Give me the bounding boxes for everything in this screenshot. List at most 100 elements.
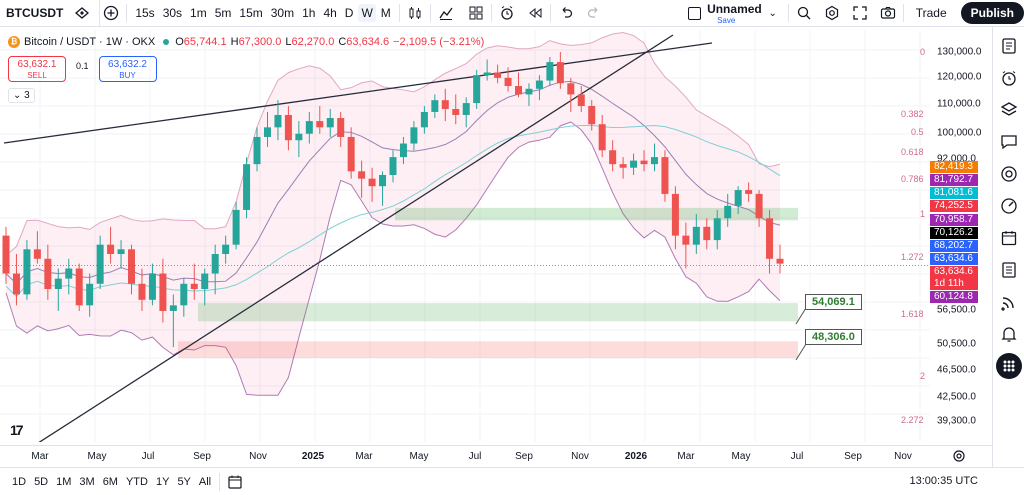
- compare-add-icon[interactable]: [100, 2, 122, 24]
- layers-icon[interactable]: [996, 97, 1022, 123]
- time-label: 2025: [301, 451, 325, 462]
- candle-body: [211, 254, 219, 274]
- range-1y[interactable]: 1Y: [155, 475, 170, 488]
- candle-body: [305, 121, 313, 134]
- candle-body: [54, 278, 62, 290]
- interval-15m[interactable]: 15m: [239, 6, 263, 20]
- range-3m[interactable]: 3M: [79, 475, 95, 488]
- price-chart-canvas[interactable]: [0, 30, 930, 442]
- candle-body: [295, 133, 303, 141]
- candle-body: [420, 111, 428, 128]
- candle-body: [588, 106, 596, 125]
- range-5y[interactable]: 5Y: [177, 475, 191, 488]
- interval-1m[interactable]: 1m: [190, 6, 207, 20]
- templates-icon[interactable]: [465, 2, 487, 24]
- layout-save-status[interactable]: Save: [717, 15, 736, 25]
- indicators-toggle[interactable]: ⌄ 3: [8, 88, 35, 103]
- time-axis[interactable]: Mar May Jul Sep Nov 2025 Mar May Jul Sep Nov 2026 Ma…: [0, 445, 992, 467]
- replay-icon[interactable]: [524, 2, 546, 24]
- candle-body: [399, 143, 407, 158]
- price-label: 63,634.6: [930, 266, 978, 278]
- price-label: 81,081.6: [930, 187, 978, 199]
- fib-level-label: 1: [920, 209, 926, 219]
- interval-30m[interactable]: 30m: [270, 6, 295, 20]
- interval-5m[interactable]: 5m: [214, 6, 232, 20]
- interval-m[interactable]: M: [380, 6, 391, 20]
- calendar-icon[interactable]: [996, 225, 1022, 251]
- interval-1h[interactable]: 1h: [302, 6, 316, 20]
- range-6m[interactable]: 6M: [102, 475, 118, 488]
- candle-body: [546, 62, 554, 81]
- candle-body: [2, 235, 10, 274]
- range-all[interactable]: All: [198, 475, 212, 488]
- undo-icon[interactable]: [555, 2, 577, 24]
- redo-icon[interactable]: [583, 2, 605, 24]
- layout-checkbox[interactable]: [688, 6, 702, 20]
- layout-title[interactable]: Unnamed: [707, 1, 762, 16]
- tradingview-logo-icon[interactable]: 17: [10, 422, 24, 438]
- divider: [126, 4, 128, 22]
- settings-gear-icon[interactable]: [821, 2, 843, 24]
- divider: [490, 4, 492, 22]
- candlestick-icon[interactable]: [404, 2, 426, 24]
- time-label: Sep: [515, 451, 533, 462]
- utc-clock[interactable]: 13:00:35 UTC: [909, 475, 978, 487]
- speedometer-icon[interactable]: [996, 193, 1022, 219]
- target-icon[interactable]: [996, 161, 1022, 187]
- apps-grid-icon[interactable]: [995, 353, 1022, 379]
- buy-button[interactable]: 63,632.2 BUY: [98, 56, 157, 82]
- trade-button[interactable]: Trade: [915, 6, 947, 20]
- watchlist-icon[interactable]: [996, 33, 1022, 59]
- target-label-1[interactable]: 54,069.1: [805, 294, 862, 310]
- candle-body: [96, 244, 104, 284]
- watchlist-add-icon[interactable]: [71, 2, 93, 24]
- candle-body: [284, 114, 292, 141]
- range-5d[interactable]: 5D: [34, 475, 49, 488]
- candle-body: [316, 121, 324, 128]
- candle-body: [567, 83, 575, 95]
- symbol-search[interactable]: BTCUSDT: [0, 0, 101, 27]
- alarm-clock-icon[interactable]: [996, 65, 1022, 91]
- interval-30s[interactable]: 30s: [162, 6, 183, 20]
- price-tick: 46,500.0: [937, 364, 976, 376]
- range-1m[interactable]: 1M: [56, 475, 72, 488]
- indicators-icon[interactable]: [435, 2, 457, 24]
- candle-body: [253, 136, 261, 165]
- candle-body: [117, 249, 125, 255]
- chevron-down-icon[interactable]: ⌄: [768, 7, 777, 19]
- interval-4h[interactable]: 4h: [323, 6, 337, 20]
- interval-d[interactable]: D: [344, 6, 354, 20]
- chat-icon[interactable]: [996, 129, 1022, 155]
- broadcast-icon[interactable]: [996, 289, 1022, 315]
- divider: [219, 472, 221, 491]
- quick-search-icon[interactable]: [793, 2, 815, 24]
- high-key: H: [230, 36, 239, 48]
- axis-settings-icon[interactable]: [952, 449, 966, 468]
- price-scale[interactable]: 130,000.0 120,000.0 110,000.0 100,000.0 92,0…: [930, 30, 992, 442]
- range-ytd[interactable]: YTD: [125, 475, 148, 488]
- symbol-title[interactable]: Bitcoin / USDT · 1W · OKX: [24, 36, 156, 48]
- goto-date-icon[interactable]: [224, 471, 246, 493]
- interval-15s[interactable]: 15s: [135, 6, 155, 20]
- layout-name[interactable]: Unnamed Save: [707, 2, 762, 25]
- time-label: Mar: [355, 451, 373, 462]
- candle-body: [232, 209, 240, 245]
- bitcoin-logo-icon: ₿: [8, 36, 20, 48]
- sell-button[interactable]: 63,632.1 SELL: [8, 56, 66, 82]
- price-label: 82,419.3: [930, 161, 978, 173]
- price-label: 68,202.7: [930, 240, 978, 252]
- notification-bell-icon[interactable]: [996, 321, 1022, 347]
- support-zone: [198, 303, 798, 322]
- news-icon[interactable]: [996, 257, 1022, 283]
- bollinger-band-fill: [6, 32, 780, 396]
- target-label-2[interactable]: 48,306.0: [805, 329, 862, 345]
- interval-w[interactable]: W: [358, 4, 376, 22]
- publish-button[interactable]: Publish: [960, 2, 1024, 24]
- fullscreen-icon[interactable]: [849, 2, 871, 24]
- range-1d[interactable]: 1D: [12, 475, 27, 488]
- alert-icon[interactable]: [496, 2, 518, 24]
- symbol-name[interactable]: BTCUSDT: [6, 6, 64, 20]
- snapshot-camera-icon[interactable]: [877, 2, 899, 24]
- candle-body: [598, 124, 606, 151]
